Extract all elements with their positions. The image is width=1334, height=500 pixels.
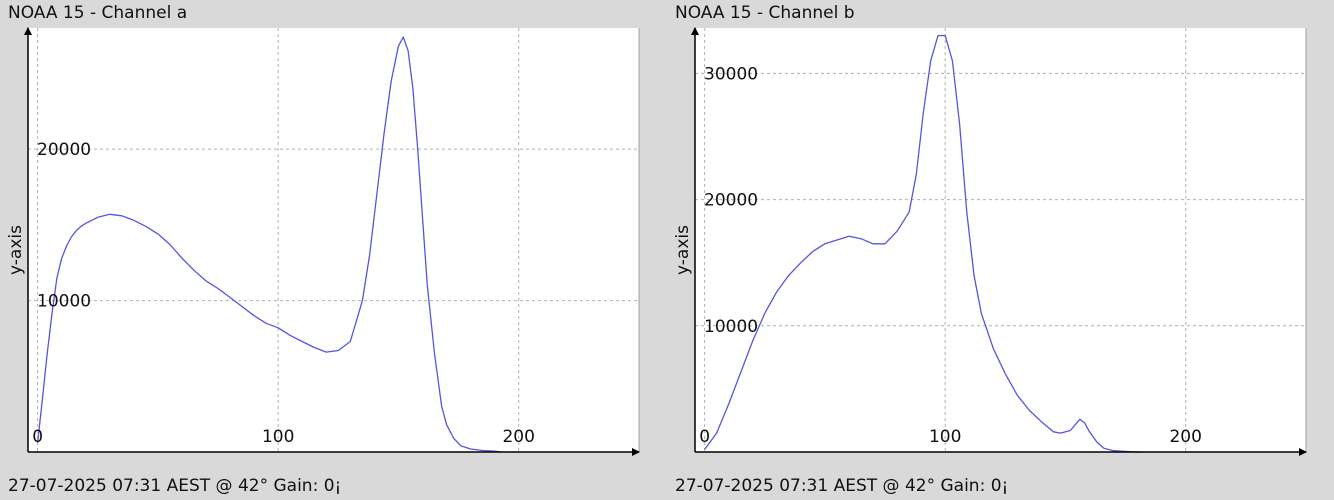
x-tick-label: 200: [502, 427, 534, 447]
series-line: [704, 34, 1143, 453]
capture-info: 27-07-2025 07:31 AEST @ 42° Gain: 0¡: [8, 476, 342, 496]
chart-panel-channel-b: NOAA 15 - Channel b 0 100 200 10000 20000 300…: [667, 0, 1334, 500]
x-axis-arrow: [632, 448, 640, 456]
plot-area: [695, 28, 1306, 452]
x-tick-label: 200: [1169, 427, 1201, 447]
y-tick-label: 30000: [704, 64, 758, 84]
x-axis-arrow: [1299, 448, 1307, 456]
y-tick-label: 20000: [704, 191, 758, 211]
x-tick-label: 0: [699, 427, 710, 447]
y-axis-arrow: [691, 27, 699, 35]
x-tick-label: 0: [32, 427, 43, 447]
y-tick-label: 20000: [37, 140, 91, 160]
chart-svg-channel-b: 0 100 200 10000 20000 30000 y-axis: [673, 27, 1307, 456]
y-axis-label: y-axis: [673, 225, 693, 275]
series-line: [36, 36, 502, 453]
chart-panel-channel-a: NOAA 15 - Channel a 0 100 200 10000 20000 y-a…: [6, 3, 640, 496]
y-tick-label: 10000: [37, 292, 91, 312]
x-tick-label: 100: [929, 427, 961, 447]
x-tick-label: 100: [262, 427, 294, 447]
y-axis-arrow: [24, 27, 32, 35]
capture-info: 27-07-2025 07:31 AEST @ 42° Gain: 0¡: [675, 476, 1009, 496]
chart-title: NOAA 15 - Channel b: [675, 3, 855, 23]
y-tick-label: 10000: [704, 317, 758, 337]
y-axis-label: y-axis: [6, 225, 26, 275]
plot-area: [28, 28, 639, 452]
chart-title: NOAA 15 - Channel a: [8, 3, 188, 23]
chart-svg-channel-a: 0 100 200 10000 20000 y-axis: [6, 27, 640, 456]
